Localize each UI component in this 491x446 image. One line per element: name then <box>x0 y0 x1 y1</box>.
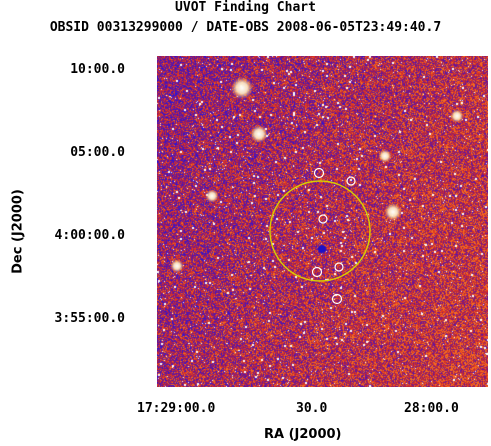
dec-tick-label: 3:55:00.0 <box>54 311 125 326</box>
dec-tick-label: 10:00.0 <box>70 62 125 77</box>
overlay-layer <box>269 167 371 305</box>
dec-tick-label: 05:00.0 <box>70 145 125 160</box>
source-marker <box>334 262 344 272</box>
sky-image[interactable] <box>157 56 488 387</box>
dec-axis-label: Dec (J2000) <box>10 189 26 274</box>
source-marker <box>313 167 325 179</box>
dec-tick-label: 4:00:00.0 <box>54 228 125 243</box>
source-marker <box>346 176 356 186</box>
source-marker <box>318 214 328 224</box>
chart-title: UVOT Finding Chart <box>175 0 316 15</box>
source-marker <box>331 293 343 305</box>
ra-axis-label: RA (J2000) <box>264 427 342 442</box>
ra-tick-label: 30.0 <box>296 401 328 416</box>
ra-tick-label: 28:00.0 <box>404 401 459 416</box>
source-marker <box>311 266 323 278</box>
error-circle <box>269 180 371 282</box>
sky-image-pixels <box>157 56 488 387</box>
chart-subtitle: OBSID 00313299000 / DATE-OBS 2008-06-05T… <box>49 20 442 35</box>
ra-tick-label: 17:29:00.0 <box>137 401 216 416</box>
